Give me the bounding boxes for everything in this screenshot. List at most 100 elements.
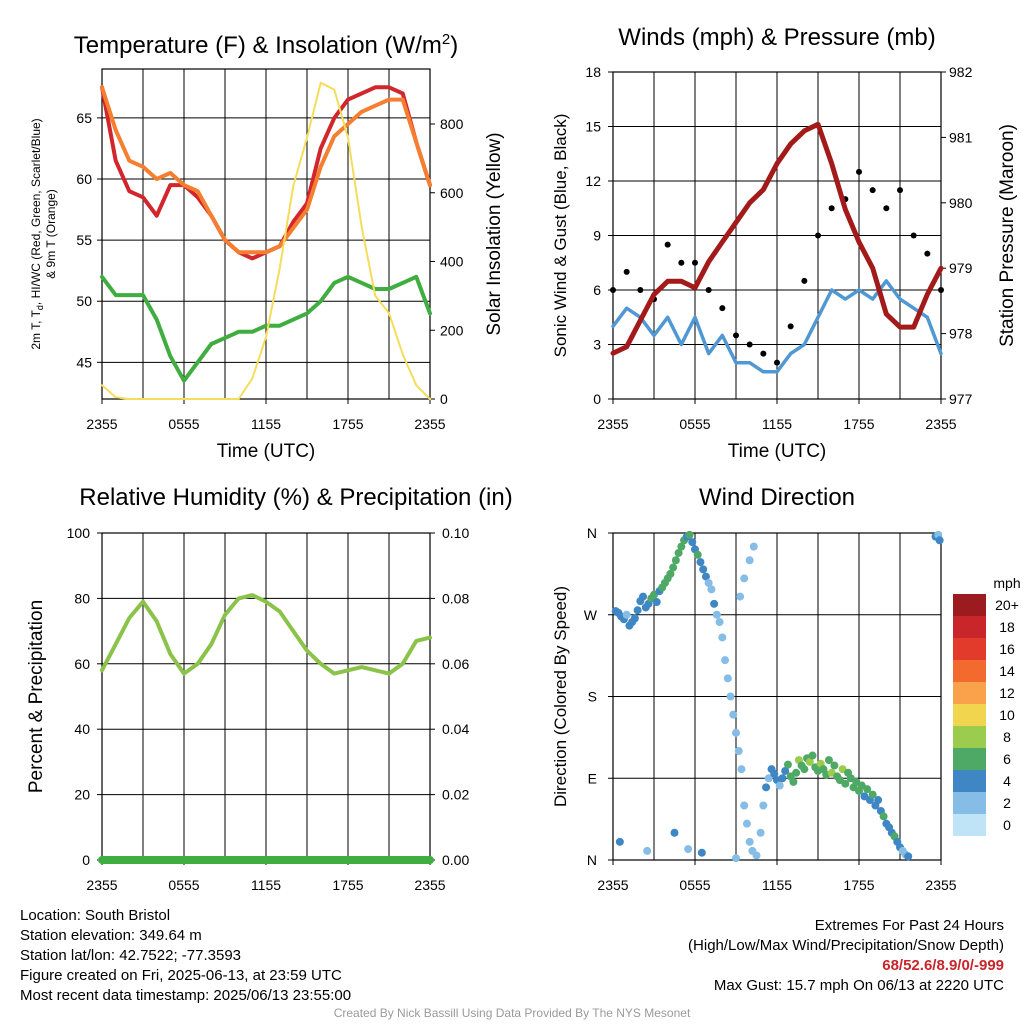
legend-swatch [953, 814, 986, 836]
x-tick-label: 1155 [762, 877, 792, 893]
dewpoint-line [100, 274, 432, 383]
y2-tick-label: 0 [440, 391, 448, 407]
direction-point [729, 710, 738, 719]
legend-swatch [953, 792, 986, 814]
gust-point [856, 168, 862, 175]
y-tick-label: 40 [74, 721, 90, 737]
y-tick-label: 0 [82, 852, 90, 868]
x-tick-label: 0555 [679, 416, 710, 432]
legend-swatch [953, 638, 986, 660]
direction-point [615, 837, 624, 846]
x-tick-label: 2355 [414, 877, 445, 893]
panel-1-ylabel: 2m T, Td, HI/WC (Red, Green, Scarlet/Blu… [29, 118, 45, 349]
x-tick-label: 2355 [86, 416, 117, 432]
panel-1-title: Temperature (F) & Insolation (W/m2) [74, 31, 458, 59]
y2-tick-label: 800 [440, 116, 464, 132]
legend-label: 10 [999, 707, 1015, 723]
direction-point [652, 598, 661, 607]
direction-point [622, 610, 631, 619]
direction-point [710, 599, 719, 608]
legend-label: 20+ [995, 597, 1019, 613]
direction-point [935, 536, 944, 545]
y2-tick-label: 0.06 [442, 656, 469, 672]
gust-point [678, 259, 685, 266]
gust-point [637, 287, 644, 293]
direction-point [737, 765, 746, 774]
gust-point [705, 287, 712, 293]
direction-point [721, 656, 730, 665]
y2-tick-label: 0.04 [442, 721, 469, 737]
gust-point [623, 268, 630, 275]
direction-point [762, 783, 771, 792]
direction-point [732, 728, 740, 737]
y2-tick-label: 600 [440, 185, 464, 201]
legend-swatch [953, 770, 986, 792]
direction-point [630, 614, 639, 623]
direction-point [874, 796, 883, 805]
panel-2-frame [612, 71, 942, 400]
gust-point [664, 241, 671, 248]
legend-swatch [953, 748, 986, 770]
direction-point [723, 674, 732, 683]
gust-point [924, 250, 931, 257]
x-tick-label: 1755 [332, 877, 363, 893]
wind-speed-line [611, 279, 943, 374]
gust-point [787, 323, 794, 330]
y-tick-label: 60 [76, 171, 92, 187]
direction-point [752, 851, 761, 860]
x-tick-label: 2355 [597, 416, 628, 432]
y2-tick-label: 0.00 [442, 852, 469, 868]
direction-point [770, 769, 779, 778]
y-tick-label: 6 [593, 282, 601, 298]
direction-point [756, 828, 765, 837]
x-tick-label: 1155 [762, 416, 792, 432]
pressure-line [610, 121, 944, 356]
gust-point [774, 359, 780, 366]
y-tick-label: 45 [76, 354, 92, 370]
direction-point [841, 779, 850, 788]
direction-point [904, 852, 913, 861]
title-superscript: 2 [442, 31, 450, 48]
y2-tick-label: 981 [949, 129, 973, 145]
direction-point [759, 801, 768, 810]
panel-1-frame [101, 68, 431, 400]
legend-label: 18 [999, 619, 1015, 635]
figure-created: Figure created on Fri, 2025-06-13, at 23… [20, 967, 342, 984]
direction-point [699, 565, 708, 574]
direction-point [671, 556, 680, 565]
direction-point [740, 801, 749, 810]
ylabel-subscript: d [35, 305, 45, 310]
direction-point [824, 756, 833, 765]
legend-swatch [953, 726, 986, 748]
y-tick-label: W [584, 607, 598, 623]
legend-title: mph [993, 575, 1020, 591]
direction-point [696, 558, 705, 567]
y-tick-label: 55 [76, 232, 92, 248]
x-tick-label: 1155 [251, 416, 281, 432]
extremes-title: Extremes For Past 24 Hours [814, 917, 1004, 934]
direction-point [778, 774, 787, 783]
x-tick-label: 2355 [414, 416, 445, 432]
gust-point [869, 187, 876, 194]
gust-point [760, 350, 767, 357]
y2-tick-label: 200 [440, 322, 464, 338]
y-tick-label: N [587, 525, 597, 541]
y-tick-label: 18 [585, 64, 601, 80]
x-tick-label: 2355 [925, 416, 956, 432]
panel-4-ylabel: Direction (Colored By Speed) [551, 586, 570, 807]
legend-label: 8 [1003, 729, 1011, 745]
y2-tick-label: 980 [949, 195, 973, 211]
y-tick-label: 15 [585, 119, 601, 135]
x-tick-label: 0555 [168, 877, 199, 893]
y-tick-label: 100 [67, 525, 91, 541]
direction-point [674, 548, 683, 557]
gust-point [733, 332, 739, 339]
gust-point [746, 341, 753, 348]
y2-tick-label: 400 [440, 254, 464, 270]
station-elevation: Station elevation: 349.64 m [20, 927, 202, 944]
direction-point [704, 578, 713, 587]
panel-2-y2label: Station Pressure (Maroon) [997, 124, 1018, 347]
station-info: Location: South Bristol Station elevatio… [20, 906, 351, 1006]
data-timestamp: Most recent data timestamp: 2025/06/13 2… [20, 987, 352, 1004]
